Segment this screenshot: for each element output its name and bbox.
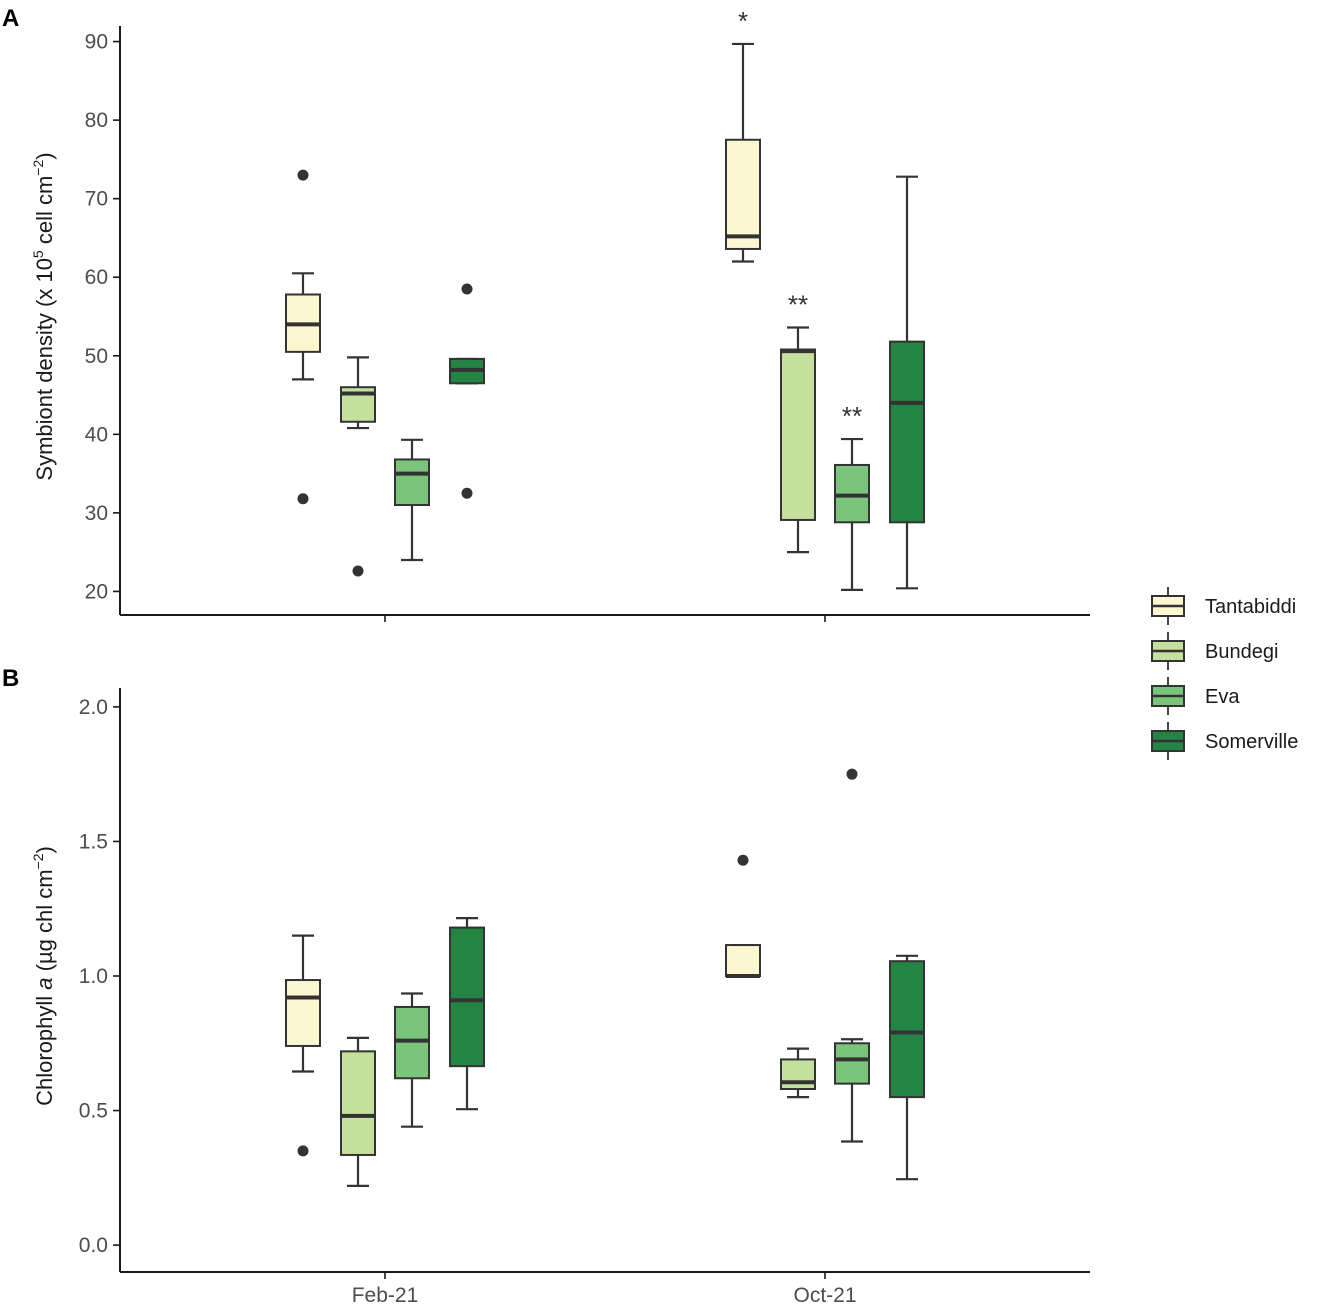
- y-tick-label: 50: [85, 345, 108, 368]
- y-tick-label: 1.5: [79, 830, 108, 853]
- box-body: [834, 1042, 870, 1085]
- box-tantabiddi-oct-21: *: [725, 6, 761, 263]
- legend-item-tantabiddi: Tantabiddi: [1151, 587, 1296, 625]
- box-body: [780, 348, 816, 521]
- significance-label: **: [788, 289, 808, 319]
- box-eva-oct-21: **: [834, 401, 870, 591]
- box-body: [340, 1050, 376, 1156]
- panel-label: A: [2, 5, 19, 32]
- box-body: [725, 944, 761, 978]
- legend-label: Bundegi: [1205, 641, 1278, 663]
- significance-label: **: [842, 401, 862, 431]
- y-tick-label: 0.0: [79, 1234, 108, 1257]
- y-tick-label: 0.5: [79, 1100, 108, 1123]
- box-bundegi-feb-21: [340, 356, 376, 577]
- box-eva-feb-21: [394, 992, 430, 1128]
- box-body: [725, 138, 761, 250]
- outlier-point: [461, 283, 473, 295]
- box-eva-oct-21: [834, 768, 870, 1143]
- outlier-point: [297, 493, 309, 505]
- box-body: [285, 979, 321, 1047]
- y-tick-label: 80: [85, 109, 108, 132]
- box-body: [394, 458, 430, 507]
- outlier-point: [297, 1145, 309, 1157]
- box-body: [394, 1005, 430, 1080]
- box-eva-feb-21: [394, 438, 430, 562]
- y-tick-label: 90: [85, 31, 108, 54]
- outlier-point: [461, 487, 473, 499]
- y-tick-label: 30: [85, 502, 108, 525]
- outlier-point: [297, 169, 309, 181]
- y-tick-label: 20: [85, 580, 108, 603]
- box-somerville-feb-21: [449, 917, 485, 1111]
- y-tick-label: 60: [85, 266, 108, 289]
- legend: Tantabiddi Bundegi Eva Somerville: [1151, 587, 1298, 760]
- panel-a: A 20 30 40 50 60 70 80 90 Symbiont density (x 105…: [2, 5, 1090, 622]
- panel-label: B: [2, 665, 19, 692]
- y-tick-label: 1.0: [79, 965, 108, 988]
- box-somerville-feb-21: [449, 283, 485, 499]
- legend-item-somerville: Somerville: [1151, 722, 1298, 760]
- y-axis-title: Symbiont density (x 105 cell cm−2): [30, 152, 57, 480]
- box-body: [889, 340, 925, 524]
- box-tantabiddi-oct-21: [725, 854, 761, 978]
- y-tick-label: 40: [85, 423, 108, 446]
- box-body: [780, 1058, 816, 1091]
- y-tick-label: 2.0: [79, 696, 108, 719]
- legend-label: Eva: [1205, 686, 1240, 708]
- box-somerville-oct-21: [889, 954, 925, 1181]
- outlier-point: [352, 565, 364, 577]
- legend-item-bundegi: Bundegi: [1151, 632, 1278, 670]
- legend-item-eva: Eva: [1151, 677, 1240, 715]
- box-bundegi-oct-21: [780, 1047, 816, 1099]
- outlier-point: [846, 768, 858, 780]
- box-bundegi-feb-21: [340, 1036, 376, 1187]
- panel-b: B 0.0 0.5 1.0 1.5 2.0 Feb-21 Oct-21 Chlorophyll …: [2, 665, 1090, 1307]
- x-tick-label: Oct-21: [793, 1284, 856, 1307]
- legend-label: Somerville: [1205, 731, 1298, 753]
- outlier-point: [737, 854, 749, 866]
- box-body: [449, 926, 485, 1068]
- significance-label: *: [738, 6, 748, 36]
- box-somerville-oct-21: [889, 175, 925, 590]
- legend-label: Tantabiddi: [1205, 596, 1296, 618]
- x-tick-label: Feb-21: [352, 1284, 419, 1307]
- box-body: [889, 960, 925, 1099]
- y-tick-label: 70: [85, 188, 108, 211]
- box-tantabiddi-feb-21: [285, 934, 321, 1157]
- box-bundegi-oct-21: **: [780, 289, 816, 554]
- y-axis-title: Chlorophyll a (µg chl cm−2): [30, 846, 57, 1106]
- box-tantabiddi-feb-21: [285, 169, 321, 505]
